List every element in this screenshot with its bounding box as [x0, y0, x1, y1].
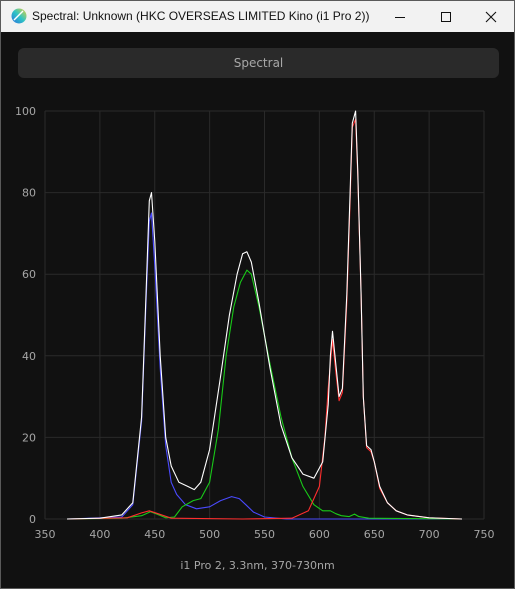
series-line [66, 269, 463, 520]
y-tick-label: 0 [29, 513, 36, 526]
minimize-button[interactable] [377, 1, 423, 32]
y-tick-label: 20 [22, 431, 36, 444]
close-button[interactable] [468, 1, 514, 32]
x-tick-label: 650 [364, 528, 385, 541]
minimize-icon [395, 16, 405, 18]
series-line [66, 110, 463, 520]
x-tick-label: 400 [89, 528, 110, 541]
x-tick-label: 600 [309, 528, 330, 541]
chart-caption: i1 Pro 2, 3.3nm, 370-730nm [180, 559, 335, 572]
title-bar: Spectral: Unknown (HKC OVERSEAS LIMITED … [1, 1, 514, 32]
tab-spectral[interactable]: Spectral [18, 48, 499, 78]
x-tick-label: 450 [144, 528, 165, 541]
maximize-button[interactable] [423, 1, 469, 32]
x-tick-label: 350 [35, 528, 56, 541]
y-tick-label: 80 [22, 187, 36, 200]
y-tick-label: 60 [22, 268, 36, 281]
x-tick-label: 500 [199, 528, 220, 541]
x-tick-label: 700 [419, 528, 440, 541]
x-tick-label: 550 [254, 528, 275, 541]
spectral-chart: 350 400 450 500 550 600 650 700 750 0 20 40 60 80 100 [15, 105, 495, 541]
maximize-icon [441, 11, 451, 22]
x-tick-label: 750 [474, 528, 495, 541]
close-icon [485, 11, 497, 22]
spectrum-app-icon [11, 8, 27, 24]
y-tick-label: 100 [15, 105, 36, 118]
y-tick-label: 40 [22, 350, 36, 363]
window-title: Spectral: Unknown (HKC OVERSEAS LIMITED … [32, 9, 370, 23]
